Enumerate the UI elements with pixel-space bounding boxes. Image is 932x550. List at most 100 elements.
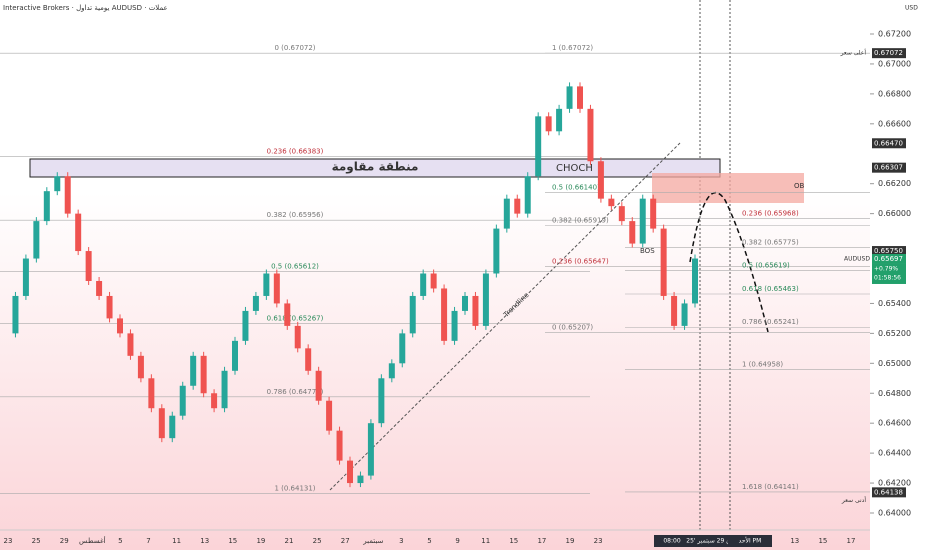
resistance-zone <box>29 158 721 178</box>
fib-label: 0.236 (0.65968) <box>742 209 799 217</box>
low-label: أدنى سعر <box>841 496 866 504</box>
candle <box>503 198 510 229</box>
candle <box>273 273 280 304</box>
candle <box>367 423 374 476</box>
price-badge <box>872 246 906 257</box>
candle <box>462 295 468 311</box>
currency: USD <box>905 5 918 12</box>
x-tick-label: 13 <box>200 537 209 545</box>
fib-label: 1 (0.64131) <box>274 484 315 492</box>
y-tick-label: 0.64200 <box>878 479 911 488</box>
x-tick-label: سبتمبر <box>362 537 383 545</box>
fib-label: 0 (0.65207) <box>552 323 593 331</box>
candle <box>12 295 19 334</box>
price-badge <box>872 487 906 498</box>
candle <box>75 213 82 252</box>
fib-label: 0.5 (0.65612) <box>271 263 319 271</box>
candle <box>420 273 427 296</box>
fib-label: 0.786 (0.64776) <box>267 388 324 396</box>
candle <box>33 221 40 259</box>
trendline <box>329 142 681 491</box>
time-badge <box>728 535 772 547</box>
candle <box>535 116 542 177</box>
price-badge-label: 0.66307 <box>874 164 903 172</box>
broker: Interactive Brokers · يومية تداول AUDUSD… <box>3 4 168 12</box>
candle <box>524 176 531 214</box>
x-tick-label: 11 <box>481 537 490 545</box>
symbol-badge <box>872 263 906 284</box>
candle <box>493 228 500 274</box>
candle <box>545 116 552 132</box>
candle <box>482 273 489 326</box>
candle <box>137 355 144 379</box>
candle <box>315 370 322 401</box>
candle <box>305 348 312 371</box>
fib-label: 0.786 (0.65241) <box>742 318 799 326</box>
change: +0.79% <box>874 265 898 272</box>
fib-label: 1 (0.64958) <box>742 361 783 369</box>
candle <box>106 295 113 319</box>
y-tick-label: 0.64400 <box>878 449 911 458</box>
x-tick-label: 3 <box>399 537 403 545</box>
time-label: الأحد PM <box>739 537 762 545</box>
price-badge <box>872 162 906 173</box>
candle <box>64 176 71 214</box>
y-tick-label: 0.67200 <box>878 30 911 39</box>
time-badge <box>654 535 690 547</box>
candle <box>639 198 646 244</box>
x-tick-label: 11 <box>172 537 181 545</box>
candle <box>326 400 333 431</box>
fib-label: 0.236 (0.65647) <box>552 257 609 265</box>
fib-label: 1 (0.67072) <box>552 44 593 52</box>
candle <box>347 460 353 484</box>
price-badge-label: 0.66470 <box>874 139 903 147</box>
candle <box>556 108 563 132</box>
price-badge-label: 0.65697 <box>874 255 903 263</box>
candle <box>148 378 155 409</box>
y-tick-label: 0.64800 <box>878 389 911 398</box>
fib-label: 0.5 (0.65619) <box>742 262 790 270</box>
candle <box>169 415 176 439</box>
candle <box>409 295 416 334</box>
x-tick-label: 15 <box>818 537 827 545</box>
x-tick-label: 5 <box>118 537 122 545</box>
candle <box>430 273 437 289</box>
candle <box>127 333 134 356</box>
y-tick-label: 0.66600 <box>878 119 911 128</box>
symbol: AUDUSD <box>844 255 870 262</box>
candle <box>388 363 395 379</box>
candle <box>190 355 197 386</box>
x-tick-label: 29 <box>60 537 69 545</box>
candle <box>566 86 573 109</box>
candle <box>597 161 604 199</box>
candle <box>242 310 249 341</box>
candle <box>232 340 238 371</box>
candle <box>441 288 448 341</box>
fib-label: 0.382 (0.65919) <box>552 217 609 225</box>
y-tick-label: 0.65200 <box>878 329 911 338</box>
candle <box>221 370 228 409</box>
time-badge <box>688 535 736 547</box>
candle <box>451 310 458 341</box>
choch-label: CHOCH <box>556 163 593 174</box>
y-tick-label: 0.64600 <box>878 419 911 428</box>
x-tick-label: أغسطس <box>79 536 106 545</box>
trendline-label: Trendline <box>502 291 531 320</box>
candle <box>577 86 583 109</box>
y-tick-label: 0.65400 <box>878 299 911 308</box>
x-tick-label: 25 <box>32 537 41 545</box>
candle <box>179 385 186 416</box>
fib-label: 0.382 (0.65775) <box>742 238 799 246</box>
ob-label: OB <box>794 182 805 190</box>
candle <box>158 408 165 439</box>
fib-label: 0.382 (0.65956) <box>267 211 324 219</box>
candle <box>43 191 50 222</box>
fib-label: 0.618 (0.65463) <box>742 285 799 293</box>
fib-label: 0.236 (0.66383) <box>267 147 324 155</box>
fib-label: 1.618 (0.64141) <box>742 483 799 491</box>
candle <box>294 325 301 349</box>
y-tick-label: 0.66200 <box>878 179 911 188</box>
x-tick-label: 15 <box>228 537 237 545</box>
y-tick-label: 0.66800 <box>878 89 911 98</box>
x-tick-label: 5 <box>427 537 431 545</box>
